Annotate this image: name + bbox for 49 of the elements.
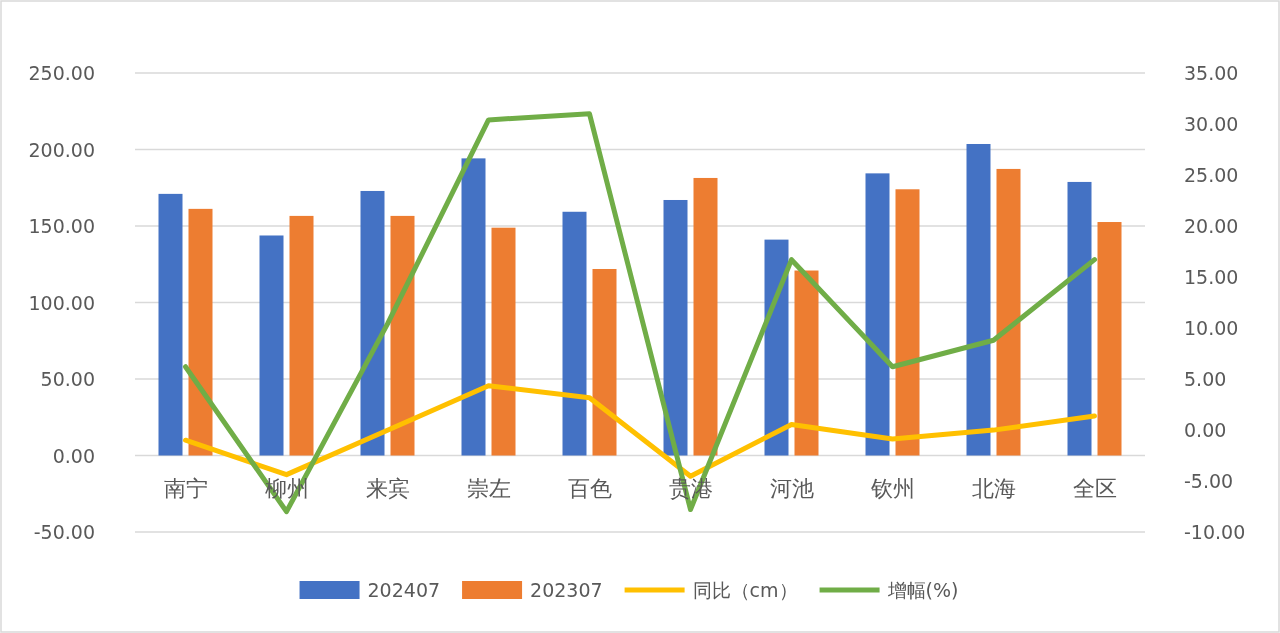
bar (895, 189, 920, 456)
y-tick-label: 0.00 (52, 444, 95, 467)
bar (1097, 222, 1122, 456)
y2-tick-label: 5.00 (1184, 368, 1227, 390)
x-tick-label: 南宁 (163, 475, 208, 501)
bar (289, 215, 314, 456)
bar (188, 208, 213, 456)
bar (491, 227, 516, 456)
y2-tick-label: -10.00 (1184, 521, 1246, 543)
y-tick-label: 250.00 (28, 62, 95, 84)
bar (764, 239, 789, 456)
bar (663, 199, 688, 456)
bar (1067, 181, 1092, 456)
y2-tick-label: -5.00 (1184, 470, 1234, 492)
y2-tick-label: 25.00 (1184, 164, 1239, 186)
bar (562, 211, 587, 456)
bar (693, 177, 718, 456)
bar (794, 270, 819, 456)
bar (158, 193, 183, 456)
y2-tick-label: 35.00 (1184, 62, 1239, 84)
bar (461, 158, 486, 456)
y-tick-label: 200.00 (28, 138, 95, 161)
x-tick-label: 钦州 (869, 475, 915, 501)
y2-tick-label: 20.00 (1184, 215, 1239, 237)
x-tick-label: 来宾 (365, 475, 410, 501)
bar (592, 268, 617, 456)
legend-label: 202307 (530, 579, 603, 601)
bar (865, 173, 890, 456)
x-tick-label: 百色 (567, 475, 612, 501)
bar (360, 190, 385, 456)
y2-tick-label: 15.00 (1184, 266, 1239, 288)
y-tick-label: 50.00 (40, 368, 95, 390)
x-tick-label: 崇左 (466, 475, 511, 501)
y-tick-label: 150.00 (28, 215, 95, 237)
bar (390, 215, 415, 456)
bar (259, 235, 284, 456)
x-tick-label: 河池 (769, 475, 814, 501)
x-tick-label: 北海 (971, 475, 1016, 501)
y2-tick-label: 30.00 (1184, 113, 1239, 135)
legend-label: 同比（cm） (692, 579, 798, 601)
y-tick-label: -50.00 (33, 521, 95, 543)
bar (996, 168, 1021, 456)
y2-tick-label: 0.00 (1184, 419, 1227, 441)
legend-label: 202407 (367, 579, 441, 601)
x-tick-label: 全区 (1072, 475, 1117, 501)
y2-tick-label: 10.00 (1184, 317, 1239, 339)
legend-label: 增幅(%) (886, 579, 959, 601)
y-tick-label: 100.00 (28, 291, 95, 314)
bar (966, 143, 991, 456)
